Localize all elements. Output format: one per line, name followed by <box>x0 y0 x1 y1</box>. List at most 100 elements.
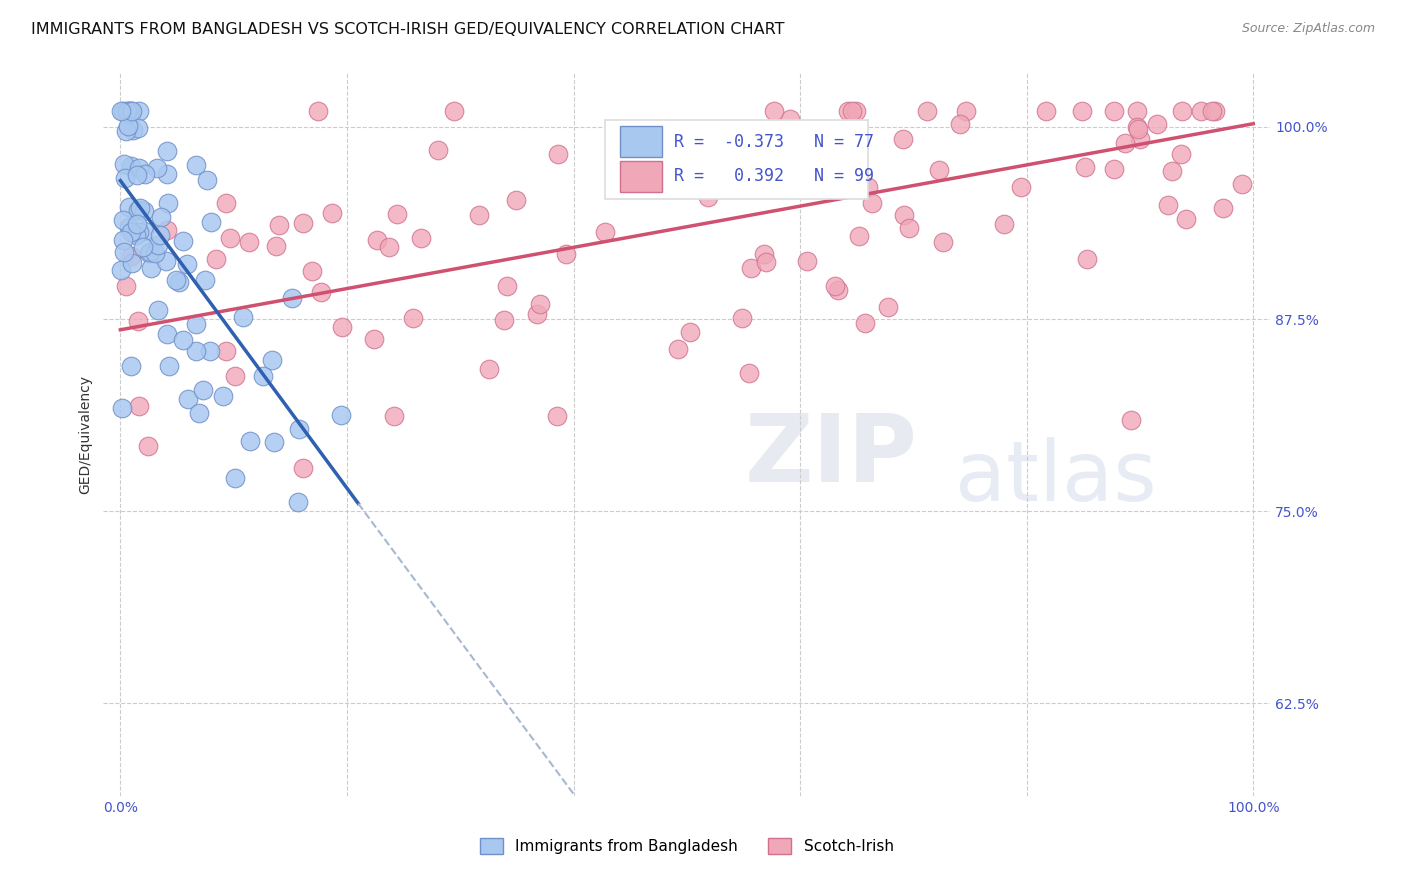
Point <box>157 359 180 373</box>
Point <box>146 161 169 175</box>
Point <box>264 239 287 253</box>
Point <box>232 310 254 325</box>
Point <box>128 399 150 413</box>
Point <box>928 162 950 177</box>
Point <box>897 221 920 235</box>
Point <box>165 273 187 287</box>
Point <box>948 117 970 131</box>
Point <box>219 231 242 245</box>
Point <box>121 225 143 239</box>
Point <box>731 311 754 326</box>
Point <box>427 143 450 157</box>
Point <box>184 318 207 332</box>
Point <box>120 159 142 173</box>
Point <box>1073 160 1095 174</box>
Point <box>292 460 315 475</box>
Point <box>401 310 423 325</box>
Point <box>124 227 146 242</box>
Point <box>385 207 408 221</box>
Point <box>1076 252 1098 266</box>
Point <box>138 246 160 260</box>
Point <box>796 253 818 268</box>
FancyBboxPatch shape <box>605 120 868 200</box>
Point <box>696 190 718 204</box>
Point <box>366 233 388 247</box>
Point <box>148 302 170 317</box>
Point <box>127 314 149 328</box>
Point <box>595 225 617 239</box>
Point <box>155 223 177 237</box>
Point <box>200 344 222 359</box>
Point <box>110 104 132 119</box>
Point <box>149 210 172 224</box>
Point <box>139 244 162 259</box>
Point <box>1104 161 1126 176</box>
Point <box>893 209 915 223</box>
Point <box>1126 104 1149 119</box>
Point <box>111 233 134 247</box>
Legend: Immigrants from Bangladesh, Scotch-Irish: Immigrants from Bangladesh, Scotch-Irish <box>474 832 900 860</box>
Point <box>118 104 141 119</box>
Point <box>1170 147 1192 161</box>
Point <box>121 104 143 119</box>
Point <box>134 224 156 238</box>
Point <box>204 252 226 266</box>
Point <box>955 104 977 119</box>
Point <box>287 495 309 509</box>
Point <box>845 104 868 119</box>
Point <box>529 297 551 311</box>
Point <box>806 166 828 180</box>
Point <box>288 422 311 436</box>
Point <box>260 352 283 367</box>
Point <box>127 121 149 136</box>
Point <box>841 104 863 119</box>
Point <box>267 218 290 232</box>
Point <box>1119 413 1142 427</box>
Point <box>738 366 761 380</box>
Point <box>263 434 285 449</box>
Point <box>149 228 172 243</box>
Point <box>505 194 527 208</box>
Point <box>117 120 139 134</box>
Point <box>1157 197 1180 211</box>
Point <box>156 144 179 158</box>
Point <box>1230 178 1253 192</box>
Point <box>238 235 260 250</box>
Point <box>176 392 198 407</box>
Point <box>129 201 152 215</box>
FancyBboxPatch shape <box>620 127 662 157</box>
Point <box>195 173 218 187</box>
Point <box>330 408 353 422</box>
Point <box>839 146 862 161</box>
Point <box>146 238 169 252</box>
Point <box>134 167 156 181</box>
Point <box>1104 104 1126 119</box>
Point <box>115 279 138 293</box>
Point <box>184 343 207 358</box>
Point <box>1035 104 1057 119</box>
Point <box>877 300 900 314</box>
Point <box>848 228 870 243</box>
Point <box>114 171 136 186</box>
Point <box>363 332 385 346</box>
Point <box>382 409 405 424</box>
Point <box>117 104 139 119</box>
Point <box>547 147 569 161</box>
Point <box>891 132 914 146</box>
Point <box>143 245 166 260</box>
Point <box>128 161 150 176</box>
Point <box>111 213 134 227</box>
Point <box>378 240 401 254</box>
Point <box>689 174 711 188</box>
Point <box>932 235 955 249</box>
Point <box>860 195 883 210</box>
Point <box>281 291 304 305</box>
Text: IMMIGRANTS FROM BANGLADESH VS SCOTCH-IRISH GED/EQUIVALENCY CORRELATION CHART: IMMIGRANTS FROM BANGLADESH VS SCOTCH-IRI… <box>31 22 785 37</box>
Point <box>118 220 141 235</box>
Point <box>110 263 132 277</box>
Point <box>156 167 179 181</box>
Point <box>114 124 136 138</box>
Point <box>309 285 332 300</box>
Point <box>495 279 517 293</box>
Point <box>115 104 138 119</box>
